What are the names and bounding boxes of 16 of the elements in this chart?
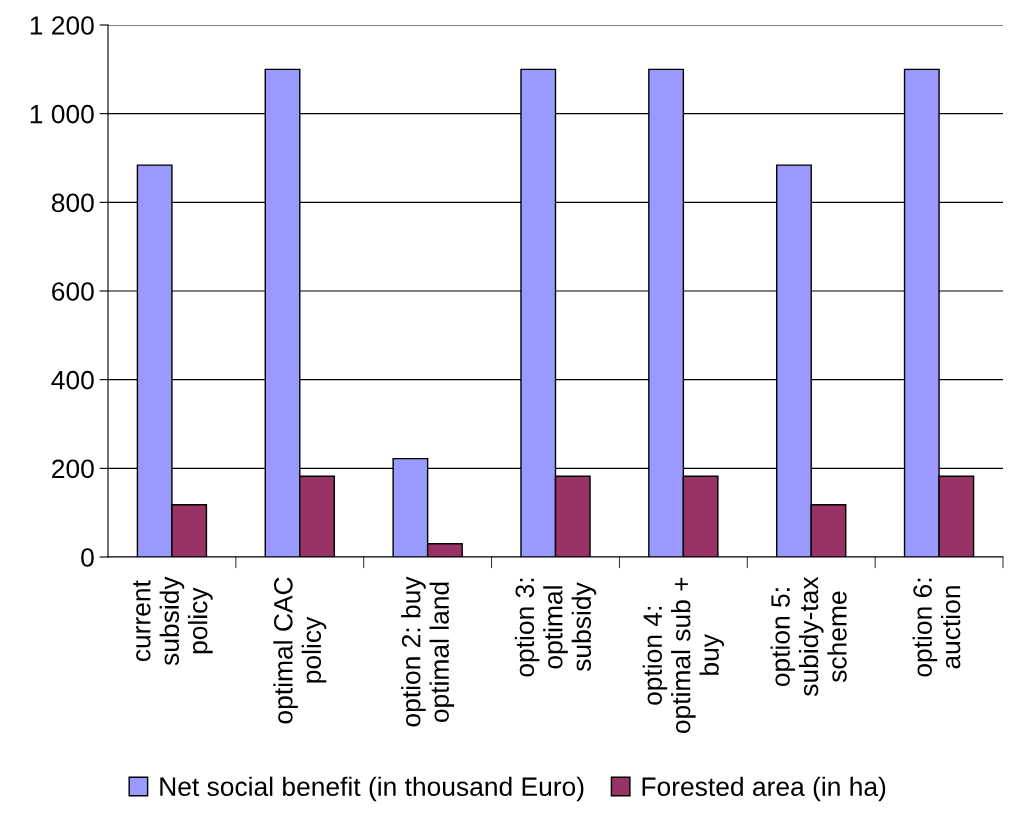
y-tick-label: 1 000 xyxy=(30,104,94,124)
y-tick-label: 200 xyxy=(52,459,94,479)
y-tick-label: 400 xyxy=(51,370,94,390)
legend-label: Forested area (in ha) xyxy=(642,776,886,802)
x-tick-label: optimal CAC policy xyxy=(273,577,327,724)
y-tick-label: 1 200 xyxy=(30,16,94,35)
x-tick-label: option 3: optimal subsidy xyxy=(514,578,597,677)
x-tick-label: option 4: optimal sub + buy xyxy=(642,577,725,734)
x-tick-label: option 5: subidy-tax scheme xyxy=(770,576,847,696)
y-tick-label: 600 xyxy=(52,282,94,301)
x-tick-label: option 6: auction xyxy=(912,578,961,677)
x-tick-label: option 2: buy optimal land xyxy=(401,576,455,727)
legend-label: Net social benefit (in thousand Euro) xyxy=(160,776,584,802)
y-tick-label: 0 xyxy=(81,548,94,567)
x-tick-label: current subsidy policy xyxy=(133,576,213,666)
y-tick-label: 800 xyxy=(51,193,94,213)
